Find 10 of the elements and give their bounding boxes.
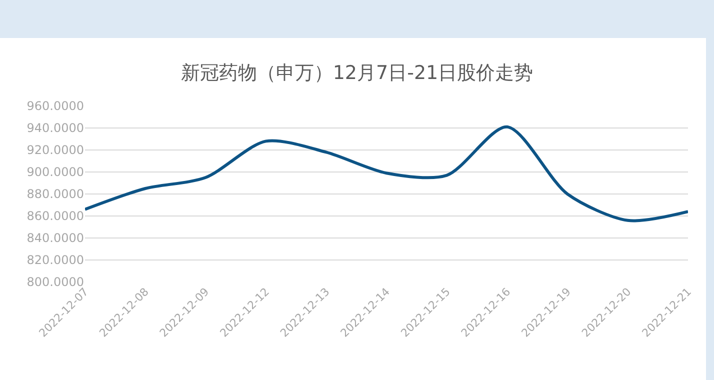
- y-tick-label: 820.0000: [26, 253, 84, 268]
- y-tick-label: 940.0000: [26, 121, 84, 136]
- y-tick-label: 900.0000: [26, 165, 84, 180]
- y-tick-label: 840.0000: [26, 231, 84, 246]
- y-tick-label: 880.0000: [26, 187, 84, 202]
- chart-title: 新冠药物（申万）12月7日-21日股价走势: [180, 62, 534, 84]
- y-tick-label: 860.0000: [26, 209, 84, 224]
- y-tick-label: 960.0000: [26, 99, 84, 114]
- y-tick-label: 920.0000: [26, 143, 84, 158]
- line-series: [85, 125, 688, 222]
